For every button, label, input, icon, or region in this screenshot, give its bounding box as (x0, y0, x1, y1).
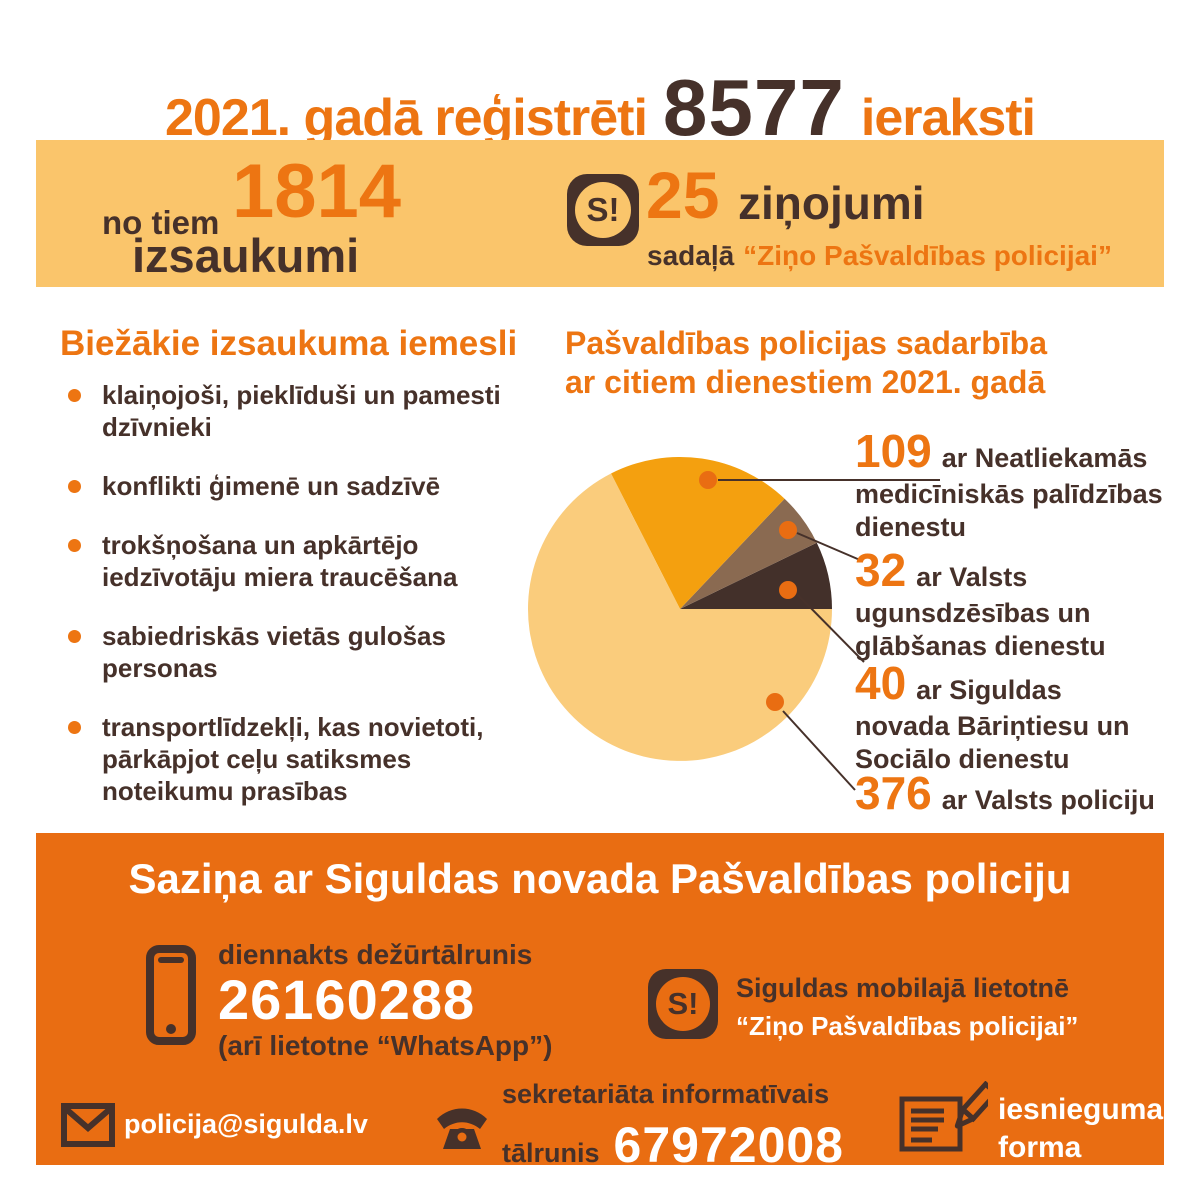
telephone-icon (437, 1108, 487, 1149)
secretariat-phone-number[interactable]: 67972008 (613, 1117, 844, 1173)
footer-heading: Saziņa ar Siguldas novada Pašvaldības po… (128, 855, 1072, 902)
reason-text: konflikti ģimenē un sadzīvē (102, 470, 441, 501)
title-suffix: ieraksti (860, 89, 1036, 147)
pie-label-text: dienestu (855, 511, 967, 542)
application-form-link[interactable]: iesnieguma forma (998, 1091, 1163, 1166)
reasons-heading: Biežākie izsaukuma iemesli (60, 324, 518, 363)
calls-number: 1814 (232, 149, 402, 234)
leader-line-32 (796, 532, 861, 561)
reports-number: 25 (646, 158, 720, 232)
calls-label: izsaukumi (132, 229, 360, 282)
pie-label-376: 376 ar Valsts policiju (855, 766, 1185, 820)
pie-label-109: 109 ar Neatliekamās medicīniskās palīdzīb… (855, 424, 1185, 544)
reason-text: trokšņošana un apkārtējo iedzīvotāju mie… (102, 529, 458, 592)
title-prefix: 2021. gadā reģistrēti (164, 89, 648, 147)
reports-label: ziņojumi (738, 177, 925, 229)
pie-label-text: novada Bāriņtiesu un (855, 711, 1130, 741)
duty-phone-label: diennakts dežūrtālrunis (218, 939, 533, 970)
pie-slice-109 (611, 456, 785, 609)
reason-text: sabiedriskās vietās gulošas personas (102, 620, 446, 683)
leader-line-376 (782, 710, 856, 791)
reports-sub-prefix: sadaļā (647, 240, 735, 271)
pie-label-number: 32 (855, 544, 907, 596)
secretariat-label-line1: sekretariāta informatīvais (502, 1079, 830, 1109)
pie-label-text: glābšanas dienestu (855, 630, 1106, 661)
cooperation-heading: Pašvaldības policijas sadarbība ar citie… (565, 324, 1047, 402)
reports-subline: sadaļā “Ziņo Pašvaldības policijai” (647, 240, 1112, 272)
application-form-line1: iesnieguma (998, 1093, 1164, 1126)
pie-label-text: ugunsdzēsības un (855, 598, 1091, 628)
smartphone-icon (146, 945, 196, 1045)
pie-label-40: 40 ar Siguldas novada Bāriņtiesu un Sociā… (855, 656, 1185, 776)
pie-label-text: ar Siguldas (916, 675, 1062, 705)
bullet-dot-icon (68, 389, 81, 402)
report-app-icon: S! (648, 969, 718, 1039)
application-form-line2: forma (998, 1130, 1082, 1164)
envelope-icon (61, 1103, 115, 1147)
leader-dot-109 (699, 471, 717, 489)
contact-footer: Saziņa ar Siguldas novada Pašvaldības po… (36, 833, 1164, 1173)
mobile-app-line2: “Ziņo Pašvaldības policijai” (736, 1011, 1079, 1041)
cooperation-heading-line2: ar citiem dienestiem 2021. gadā (565, 364, 1046, 401)
pie-leader-dots (699, 471, 797, 711)
list-item: trokšņošana un apkārtējo iedzīvotāju mie… (60, 530, 540, 594)
pie-label-number: 109 (855, 425, 932, 477)
list-item: konflikti ģimenē un sadzīvē (60, 471, 540, 503)
bullet-dot-icon (68, 720, 81, 734)
application-form-icon (899, 1081, 988, 1152)
cooperation-pie-chart (528, 456, 940, 791)
page-title: 2021. gadā reģistrēti 8577 ieraksti (0, 62, 1200, 154)
report-app-icon-text: S! (586, 191, 620, 228)
cooperation-heading-line1: Pašvaldības policijas sadarbība (565, 325, 1047, 361)
reason-text: klaiņojoši, pieklīduši un pamesti dzīvni… (102, 380, 501, 442)
leader-line-40 (796, 593, 865, 663)
bullet-dot-icon (68, 538, 81, 552)
pie-label-32: 32 ar Valsts ugunsdzēsības un glābšanas d… (855, 543, 1185, 663)
secretariat-label-line2: tālrunis (502, 1138, 600, 1168)
reports-sub-quote: “Ziņo Pašvaldības policijai” (743, 240, 1112, 271)
list-item: transportlīdzekļi, kas novietoti, pārkāp… (60, 712, 540, 808)
report-app-icon-text: S! (667, 986, 699, 1021)
reason-text: transportlīdzekļi, kas novietoti, pārkāp… (102, 711, 484, 806)
list-item: sabiedriskās vietās gulošas personas (60, 621, 540, 685)
pie-label-text: ar Valsts policiju (941, 785, 1155, 815)
leader-dot-40 (779, 581, 797, 599)
pie-label-text: ar Valsts (916, 562, 1028, 592)
report-app-icon: S! (567, 174, 639, 246)
pie-label-text: medicīniskās palīdzības (855, 479, 1163, 509)
email-address[interactable]: policija@sigulda.lv (124, 1109, 368, 1139)
pie-label-number: 40 (855, 657, 907, 709)
leader-dot-376 (766, 693, 784, 711)
mobile-app-block: Siguldas mobilajā lietotnē “Ziņo Pašvald… (736, 973, 1078, 1042)
pie-slice-376 (528, 473, 832, 761)
bullet-dot-icon (68, 479, 81, 493)
stats-banner: no tiem 1814 izsaukumi S! 25 ziņojumi sa… (36, 140, 1164, 287)
reasons-list: klaiņojoši, pieklīduši un pamesti dzīvni… (60, 380, 540, 835)
leader-dot-32 (779, 521, 797, 539)
pie-label-text: Sociālo dienestu (855, 743, 1070, 774)
duty-phone-number[interactable]: 26160288 (218, 968, 476, 1031)
report-app-icon-circle: S! (575, 182, 631, 238)
list-item: klaiņojoši, pieklīduši un pamesti dzīvni… (60, 380, 540, 444)
duty-phone-note: (arī lietotne “WhatsApp”) (218, 1029, 553, 1061)
calls-prefix: no tiem (102, 204, 220, 241)
duty-phone-block: diennakts dežūrtālrunis 26160288 (arī li… (218, 939, 552, 1062)
pie-label-text: ar Neatliekamās (941, 443, 1148, 473)
pie-label-number: 376 (855, 767, 932, 819)
title-total-number: 8577 (662, 63, 845, 152)
mobile-app-line1: Siguldas mobilajā lietotnē (736, 973, 1070, 1003)
report-app-icon-circle: S! (656, 977, 710, 1031)
pie-leader-lines (718, 479, 940, 791)
bullet-dot-icon (68, 629, 81, 643)
secretariat-phone-block: sekretariāta informatīvais tālrunis 6797… (502, 1079, 844, 1174)
